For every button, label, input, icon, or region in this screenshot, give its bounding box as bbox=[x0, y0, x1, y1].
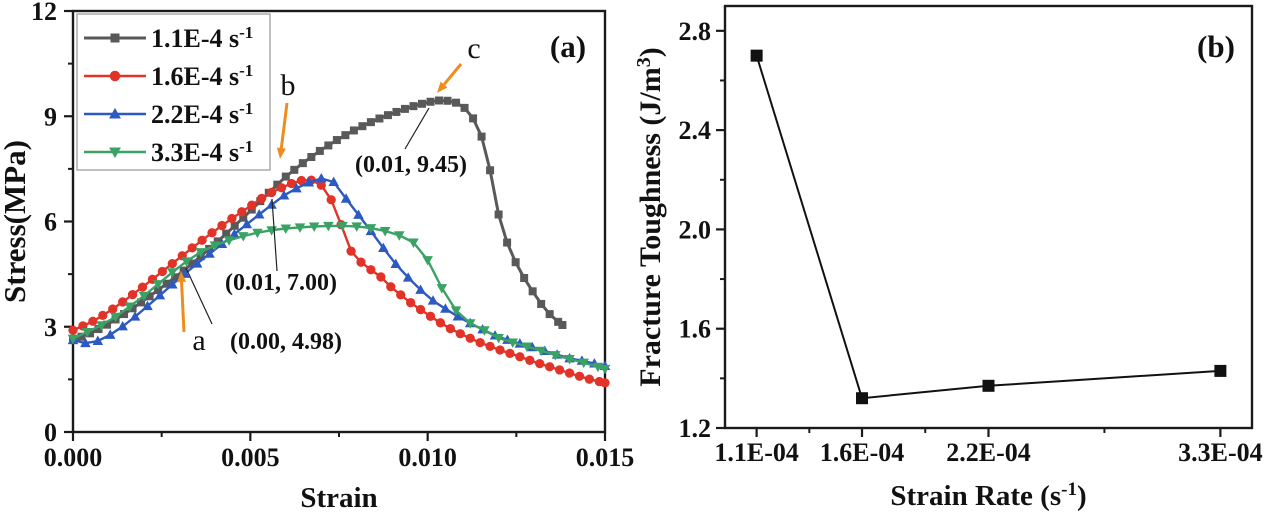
panel-b-x-axis-title: Strain Rate (s-1) bbox=[890, 479, 1086, 512]
panel-a-x-tick-label: 0.005 bbox=[221, 443, 280, 472]
panel-b: 1.1E-04 1.6E-04 2.2E-04 3.3E-04 1.2 1.6 2.0 2.4… bbox=[633, 4, 1263, 512]
annotation-arrow-a bbox=[177, 271, 187, 333]
panel-b-y-tick-label: 2.8 bbox=[679, 17, 712, 46]
annotation-yield-coords: (0.00, 4.98) bbox=[230, 329, 342, 355]
panel-b-x-tick-label: 1.6E-04 bbox=[820, 438, 905, 467]
annotation-arrow-c bbox=[437, 63, 463, 93]
annotation-leader-c bbox=[404, 107, 430, 150]
panel-a-y-tick-label: 3 bbox=[44, 313, 57, 342]
panel-b-y-axis-title: Fracture Toughness (J/m3) bbox=[633, 47, 667, 386]
panel-a: 0.000 0.005 0.010 0.015 0 3 6 9 12 Strain Stress(M… bbox=[0, 0, 634, 514]
annotation-leader-yield bbox=[185, 267, 213, 325]
panel-a-x-tick-label: 0.000 bbox=[44, 443, 103, 472]
annotation-label-b: b bbox=[281, 69, 296, 102]
panel-a-x-axis-title: Strain bbox=[300, 482, 377, 514]
panel-b-y-tick-label: 1.2 bbox=[679, 414, 712, 443]
annotation-arrow-b bbox=[276, 102, 289, 159]
annotation-label-a: a bbox=[192, 324, 205, 357]
panel-b-x-tick-label: 1.1E-04 bbox=[714, 438, 799, 467]
panel-a-y-axis-title: Stress(MPa) bbox=[0, 140, 32, 303]
legend-label: 2.2E-4 s-1 bbox=[151, 99, 253, 129]
panel-b-y-tick-label: 2.0 bbox=[679, 215, 712, 244]
series-16E-4 bbox=[68, 175, 610, 388]
legend-label: 3.3E-4 s-1 bbox=[151, 137, 253, 167]
panel-a-label: (a) bbox=[550, 29, 586, 64]
panel-a-y-tick-label: 6 bbox=[44, 208, 57, 237]
legend-label: 1.1E-4 s-1 bbox=[151, 23, 253, 53]
annotation-label-c: c bbox=[467, 32, 480, 65]
annotation-peak-c-coords: (0.01, 9.45) bbox=[355, 152, 467, 178]
legend-label: 1.6E-4 s-1 bbox=[151, 61, 253, 91]
panel-b-y-tick-label: 2.4 bbox=[679, 116, 712, 145]
series-33E-4 bbox=[67, 221, 611, 375]
annotations-a: (0.01, 9.45) c b (0.01, 7.00) a (0.00, 4.98) bbox=[177, 32, 481, 357]
annotation-leader-mid bbox=[271, 198, 278, 272]
panel-a-x-tick-label: 0.015 bbox=[576, 443, 635, 472]
panel-a-y-tick-label: 0 bbox=[44, 418, 57, 447]
panel-b-x-tick-label: 2.2E-04 bbox=[946, 438, 1031, 467]
panel-b-label: (b) bbox=[1197, 29, 1235, 64]
panel-a-y-tick-label: 9 bbox=[44, 102, 57, 131]
panel-a-x-tick-label: 0.010 bbox=[398, 443, 457, 472]
panel-a-y-tick-label: 12 bbox=[31, 0, 57, 26]
panel-b-y-tick-label: 1.6 bbox=[679, 315, 712, 344]
annotation-peak-mid-coords: (0.01, 7.00) bbox=[225, 270, 337, 296]
legend: 1.1E-4 s-1 1.6E-4 s-1 2.2E-4 s-1 3.3E-4 s-1 bbox=[76, 13, 271, 171]
series-fracture-toughness bbox=[750, 49, 1227, 405]
panel-b-x-tick-label: 3.3E-04 bbox=[1178, 438, 1263, 467]
